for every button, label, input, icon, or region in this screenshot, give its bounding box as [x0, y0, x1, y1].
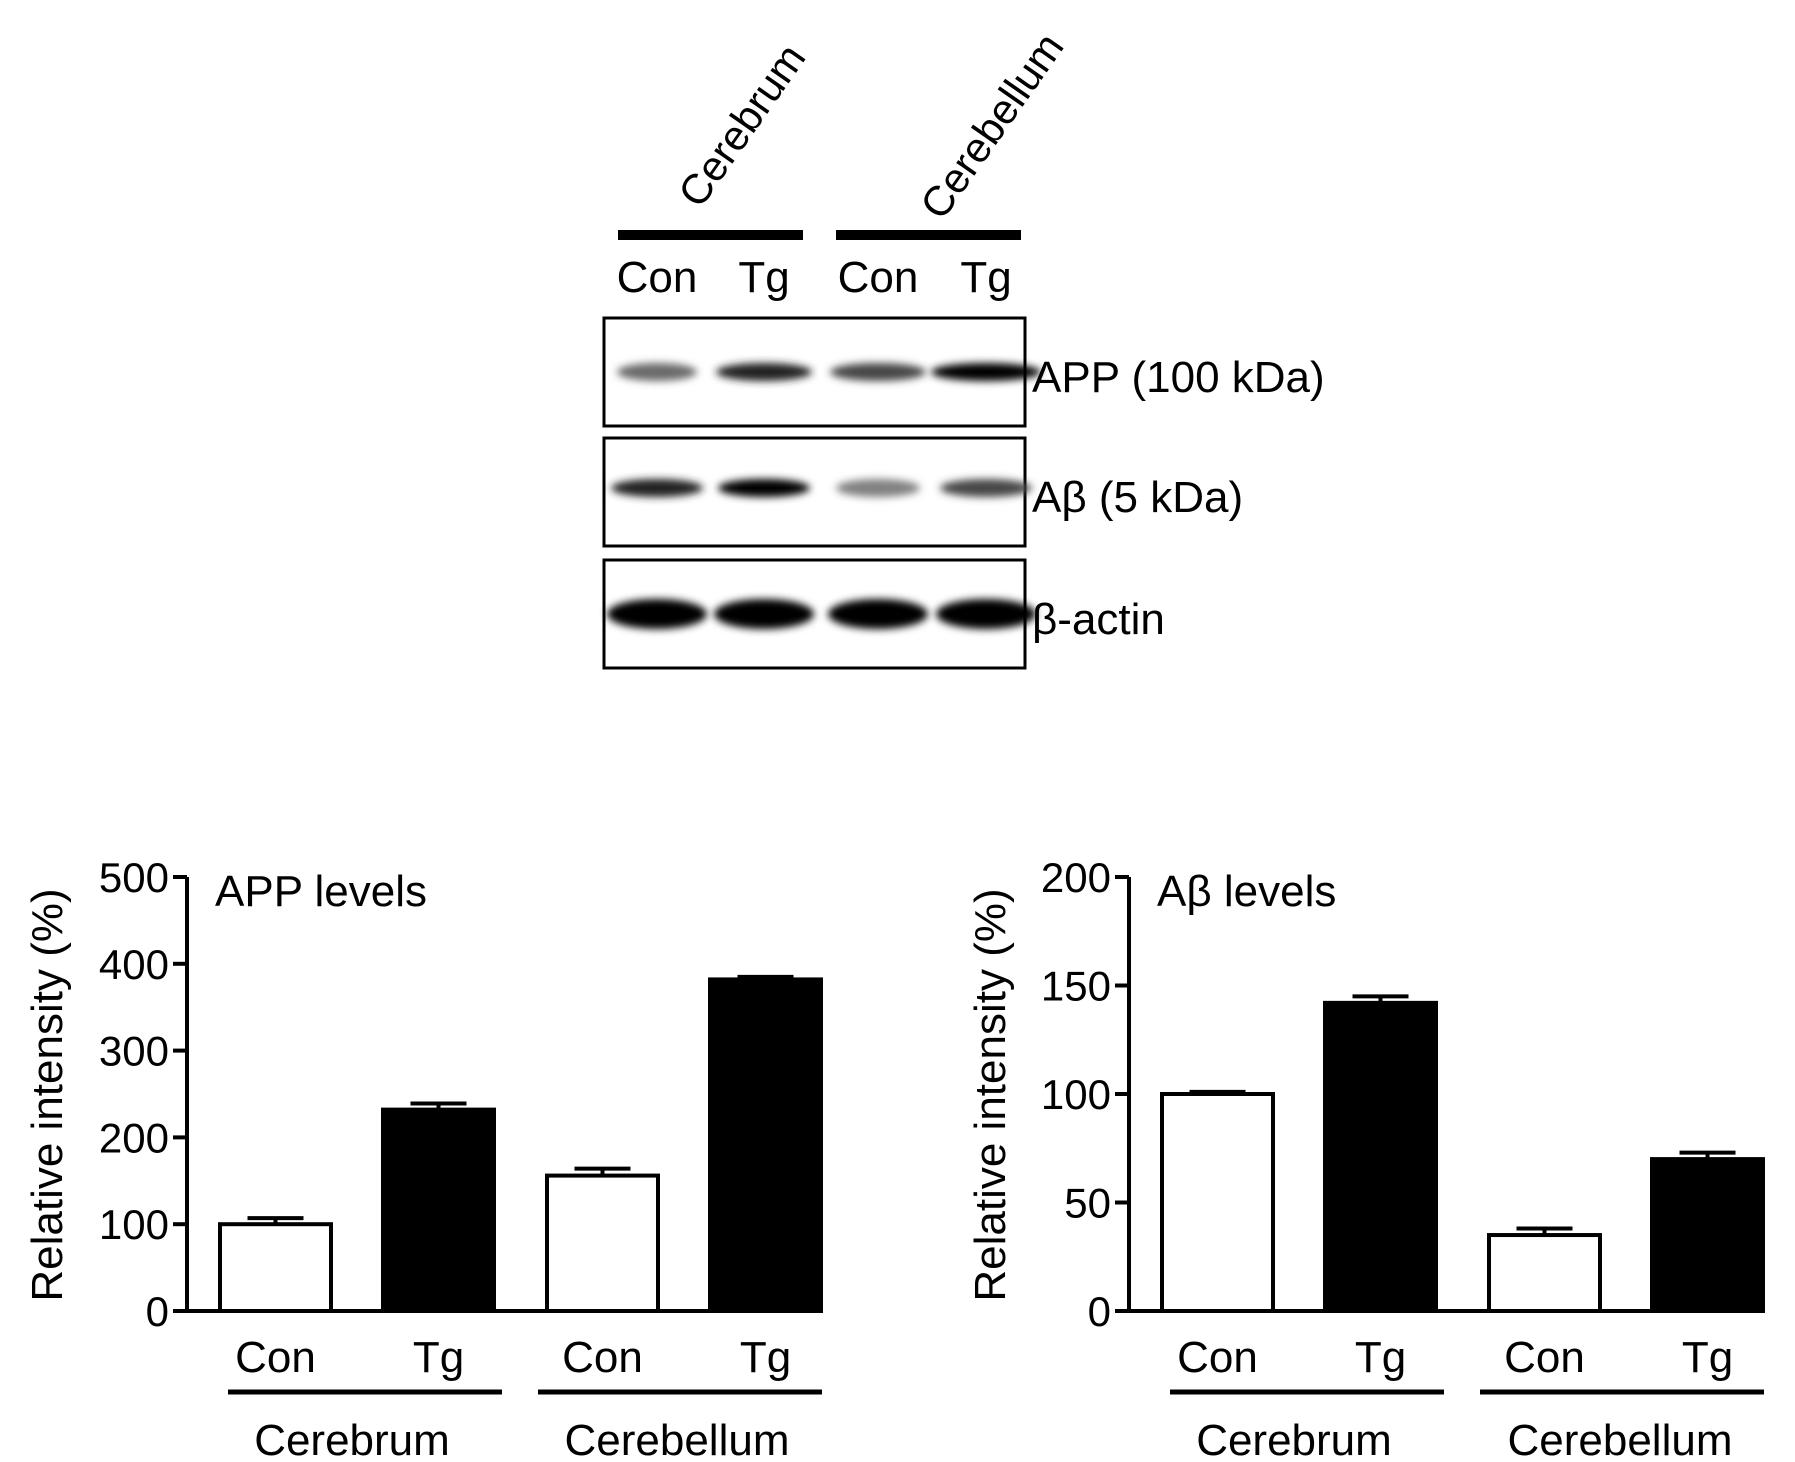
y-tick-label: 50 — [1064, 1180, 1111, 1227]
blot-panel-label-app: APP (100 kDa) — [1032, 353, 1325, 402]
y-tick-label: 150 — [1041, 963, 1111, 1010]
x-tick-label: Con — [1504, 1333, 1585, 1382]
blot-band — [830, 363, 926, 381]
blot-group-bar-cerebellum — [836, 230, 1021, 240]
x-tick-label: Con — [235, 1333, 316, 1382]
x-tick-label: Tg — [413, 1333, 464, 1382]
western-blot: Cerebrum Cerebellum Con Tg Con Tg APP (1… — [602, 24, 1325, 670]
blot-group-bar-cerebrum — [618, 230, 803, 240]
x-group-label: Cerebellum — [1508, 1416, 1733, 1462]
y-tick-label: 100 — [1041, 1071, 1111, 1118]
y-axis-label: Relative intensity (%) — [966, 888, 1015, 1301]
bar — [1160, 1092, 1275, 1313]
y-tick-label: 0 — [146, 1288, 169, 1335]
chart-title: Aβ levels — [1157, 867, 1336, 916]
blot-band — [828, 599, 928, 629]
blot-band — [936, 599, 1036, 629]
blot-band — [714, 599, 814, 629]
blot-band — [607, 599, 707, 629]
x-group-label: Cerebrum — [1196, 1416, 1392, 1462]
blot-tissue-label-cerebrum: Cerebrum — [669, 35, 815, 215]
blot-tissue-label-cerebellum: Cerebellum — [911, 24, 1073, 227]
y-tick-label: 200 — [99, 1114, 169, 1161]
x-tick-label: Con — [1177, 1333, 1258, 1382]
y-tick-label: 400 — [99, 941, 169, 988]
blot-band — [611, 479, 703, 497]
blot-panel-label-abeta: Aβ (5 kDa) — [1032, 473, 1243, 522]
blot-band — [716, 363, 812, 381]
y-tick-label: 300 — [99, 1028, 169, 1075]
blot-band — [836, 479, 920, 497]
y-tick-label: 200 — [1041, 854, 1111, 901]
blot-lane-label: Tg — [960, 253, 1011, 302]
x-tick-label: Tg — [740, 1333, 791, 1382]
blot-band — [617, 363, 697, 381]
bar — [381, 1107, 496, 1314]
blot-lane-label: Tg — [738, 253, 789, 302]
x-tick-label: Tg — [1355, 1333, 1406, 1382]
x-tick-label: Con — [562, 1333, 643, 1382]
blot-band — [931, 363, 1041, 381]
x-group-label: Cerebellum — [565, 1416, 790, 1462]
blot-panel-label-actin: β-actin — [1032, 595, 1165, 644]
bar — [708, 977, 823, 1313]
blot-lane-label: Con — [617, 253, 698, 302]
bar — [1487, 1233, 1602, 1314]
bar — [1323, 1000, 1438, 1313]
y-tick-label: 500 — [99, 854, 169, 901]
bar — [218, 1222, 333, 1313]
chart-title: APP levels — [215, 867, 427, 916]
y-tick-label: 0 — [1088, 1288, 1111, 1335]
abeta-levels-chart: Aβ levels Relative intensity (%) Cerebru… — [966, 854, 1765, 1462]
x-group-label: Cerebrum — [254, 1416, 450, 1462]
y-tick-label: 100 — [99, 1201, 169, 1248]
bar — [1650, 1157, 1765, 1313]
blot-band — [718, 479, 810, 497]
blot-lane-label: Con — [838, 253, 919, 302]
x-tick-label: Tg — [1682, 1333, 1733, 1382]
blot-panels — [602, 316, 1041, 670]
app-levels-chart: APP levels Relative intensity (%) Cerebr… — [23, 854, 823, 1462]
y-axis-label: Relative intensity (%) — [23, 888, 72, 1301]
blot-band — [940, 479, 1032, 497]
bar — [545, 1173, 660, 1314]
